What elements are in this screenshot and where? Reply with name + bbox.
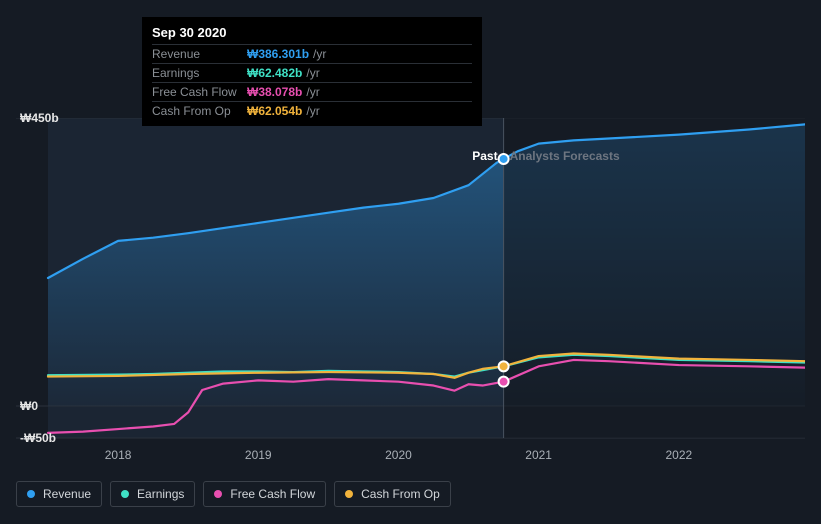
tooltip-row-unit: /yr [306, 85, 319, 99]
x-tick-label: 2019 [245, 448, 272, 462]
x-tick-label: 2022 [665, 448, 692, 462]
legend: Revenue Earnings Free Cash Flow Cash From O… [16, 481, 451, 507]
legend-item-revenue[interactable]: Revenue [16, 481, 102, 507]
tooltip-row-label: Earnings [152, 66, 247, 80]
section-label-past: Past [472, 149, 497, 163]
chart-area[interactable]: ₩450b₩0-₩50b [16, 118, 805, 458]
tooltip-row-unit: /yr [306, 104, 319, 118]
legend-label: Cash From Op [361, 487, 440, 501]
legend-label: Revenue [43, 487, 91, 501]
chart-svg [16, 118, 805, 458]
tooltip-row-unit: /yr [306, 66, 319, 80]
x-tick-label: 2021 [525, 448, 552, 462]
tooltip: Sep 30 2020 Revenue₩386.301b/yrEarnings₩… [142, 17, 482, 126]
tooltip-row-label: Revenue [152, 47, 247, 61]
y-tick-label: -₩50b [20, 431, 56, 445]
tooltip-date: Sep 30 2020 [152, 25, 472, 44]
legend-label: Free Cash Flow [230, 487, 315, 501]
x-tick-label: 2020 [385, 448, 412, 462]
tooltip-row-value: ₩38.078b [247, 85, 302, 99]
tooltip-row-value: ₩386.301b [247, 47, 309, 61]
y-tick-label: ₩450b [20, 111, 59, 125]
legend-item-cfo[interactable]: Cash From Op [334, 481, 451, 507]
legend-dot-icon [121, 490, 129, 498]
tooltip-row-unit: /yr [313, 47, 326, 61]
legend-dot-icon [345, 490, 353, 498]
tooltip-row: Free Cash Flow₩38.078b/yr [152, 82, 472, 101]
legend-dot-icon [214, 490, 222, 498]
section-label-forecast: Analysts Forecasts [510, 149, 620, 163]
legend-label: Earnings [137, 487, 184, 501]
tooltip-row-label: Free Cash Flow [152, 85, 247, 99]
tooltip-row-label: Cash From Op [152, 104, 247, 118]
tooltip-row-value: ₩62.482b [247, 66, 302, 80]
tooltip-row: Earnings₩62.482b/yr [152, 63, 472, 82]
y-tick-label: ₩0 [20, 399, 38, 413]
tooltip-row: Cash From Op₩62.054b/yr [152, 101, 472, 120]
x-tick-label: 2018 [105, 448, 132, 462]
tooltip-row-value: ₩62.054b [247, 104, 302, 118]
legend-item-fcf[interactable]: Free Cash Flow [203, 481, 326, 507]
legend-item-earnings[interactable]: Earnings [110, 481, 195, 507]
legend-dot-icon [27, 490, 35, 498]
tooltip-row: Revenue₩386.301b/yr [152, 44, 472, 63]
